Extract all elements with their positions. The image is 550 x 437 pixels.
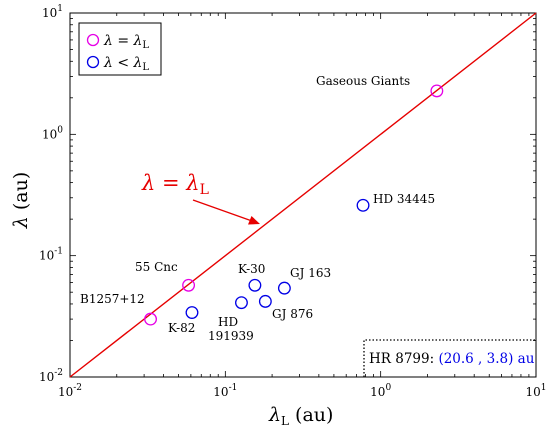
y-tick-label-exp: 1 bbox=[57, 4, 63, 14]
legend-less-lambda2: λ bbox=[133, 55, 143, 71]
y-tick-label-exp: -2 bbox=[54, 368, 63, 378]
x-axis-sub: L bbox=[281, 414, 289, 428]
label-k30: K-30 bbox=[238, 262, 265, 276]
y-tick-label-exp: 0 bbox=[57, 125, 63, 135]
x-axis-unit: (au) bbox=[289, 404, 333, 426]
x-tick-label-exp: -1 bbox=[229, 383, 238, 393]
legend-less-lt: < bbox=[113, 55, 134, 71]
data-point-hd-191939 bbox=[235, 296, 248, 310]
y-tick-label-exp: -1 bbox=[54, 247, 63, 257]
x-axis-label: λL (au) bbox=[268, 404, 333, 428]
inset-text: HR 8799: (20.6 , 3.8) au bbox=[369, 351, 535, 367]
legend-marker-equal bbox=[86, 33, 100, 47]
annotation-arrow-shaft bbox=[192, 199, 253, 222]
y-tick-label-base: 10 bbox=[42, 6, 57, 20]
label-k82: K-82 bbox=[168, 321, 195, 335]
x-tick-label-base: 10 bbox=[370, 385, 385, 399]
legend-less-lambda: λ bbox=[103, 55, 113, 71]
y-tick-label: 10-2 bbox=[39, 368, 63, 384]
line-annotation-lambda: λ bbox=[141, 171, 155, 195]
legend-equal-lambda: λ bbox=[103, 33, 113, 49]
inset-value: (20.6 , 3.8) au bbox=[438, 351, 534, 367]
y-tick-label-base: 10 bbox=[39, 370, 54, 384]
legend: λ = λL λ < λL bbox=[78, 22, 162, 76]
data-point-55-cnc bbox=[182, 278, 196, 292]
x-tick-label-base: 10 bbox=[58, 385, 73, 399]
x-axis-symbol: λ bbox=[268, 404, 281, 426]
x-tick-label-exp: 0 bbox=[385, 383, 391, 393]
legend-equal-lambda2: λ bbox=[133, 33, 143, 49]
line-annotation-sub: L bbox=[200, 182, 209, 198]
x-tick-label: 10-2 bbox=[58, 383, 82, 399]
y-tick-label: 10-1 bbox=[39, 247, 63, 263]
line-annotation: λ = λL bbox=[141, 171, 209, 198]
label-hd34445: HD 34445 bbox=[373, 192, 435, 206]
line-annotation-eq: = bbox=[155, 171, 186, 195]
x-tick-label: 101 bbox=[525, 383, 546, 399]
label-hd191939-line2: 191939 bbox=[208, 329, 254, 343]
x-tick-label-base: 10 bbox=[525, 385, 540, 399]
label-b1257: B1257+12 bbox=[80, 292, 145, 306]
legend-equal-sub: L bbox=[142, 40, 149, 51]
label-hd191939-line1: HD bbox=[218, 315, 238, 329]
legend-marker-less bbox=[86, 55, 100, 69]
data-point-gj-163 bbox=[277, 281, 291, 295]
x-tick-label-exp: 1 bbox=[541, 383, 547, 393]
y-tick-label: 101 bbox=[42, 4, 63, 20]
data-point-k-82 bbox=[185, 306, 199, 319]
y-axis-symbol: λ bbox=[10, 216, 32, 229]
annotation-arrow-head bbox=[248, 216, 260, 225]
x-tick-label-base: 10 bbox=[213, 385, 228, 399]
data-points bbox=[144, 84, 444, 326]
y-axis-unit: (au) bbox=[10, 172, 32, 216]
label-gj876: GJ 876 bbox=[272, 307, 313, 321]
reference-line bbox=[69, 12, 537, 378]
inset-border bbox=[363, 339, 536, 377]
legend-label-equal: λ = λL bbox=[103, 33, 149, 51]
data-point-gj-876 bbox=[258, 294, 272, 308]
label-55cnc: 55 Cnc bbox=[135, 260, 178, 274]
label-gaseous-giants: Gaseous Giants bbox=[316, 74, 410, 88]
y-axis-label: λ (au) bbox=[10, 172, 32, 229]
legend-box bbox=[78, 22, 162, 76]
inset-name: HR 8799: bbox=[369, 351, 434, 367]
data-point-hd-34445 bbox=[356, 198, 370, 212]
data-point-b1257-12 bbox=[144, 312, 157, 326]
y-tick-label: 100 bbox=[42, 125, 63, 141]
data-point-gaseous-giants bbox=[430, 84, 444, 98]
data-point-k-30 bbox=[248, 278, 262, 292]
legend-less-sub: L bbox=[142, 62, 149, 73]
plot-frame bbox=[69, 12, 537, 378]
line-annotation-lambda2: λ bbox=[185, 171, 199, 195]
label-gj163: GJ 163 bbox=[290, 266, 331, 280]
legend-label-less: λ < λL bbox=[103, 55, 149, 73]
x-tick-label: 100 bbox=[370, 383, 391, 399]
y-tick-label-base: 10 bbox=[42, 127, 57, 141]
x-tick-label-exp: -2 bbox=[73, 383, 82, 393]
x-tick-label: 10-1 bbox=[213, 383, 237, 399]
legend-equal-eq: = bbox=[113, 33, 134, 49]
y-tick-label-base: 10 bbox=[39, 249, 54, 263]
